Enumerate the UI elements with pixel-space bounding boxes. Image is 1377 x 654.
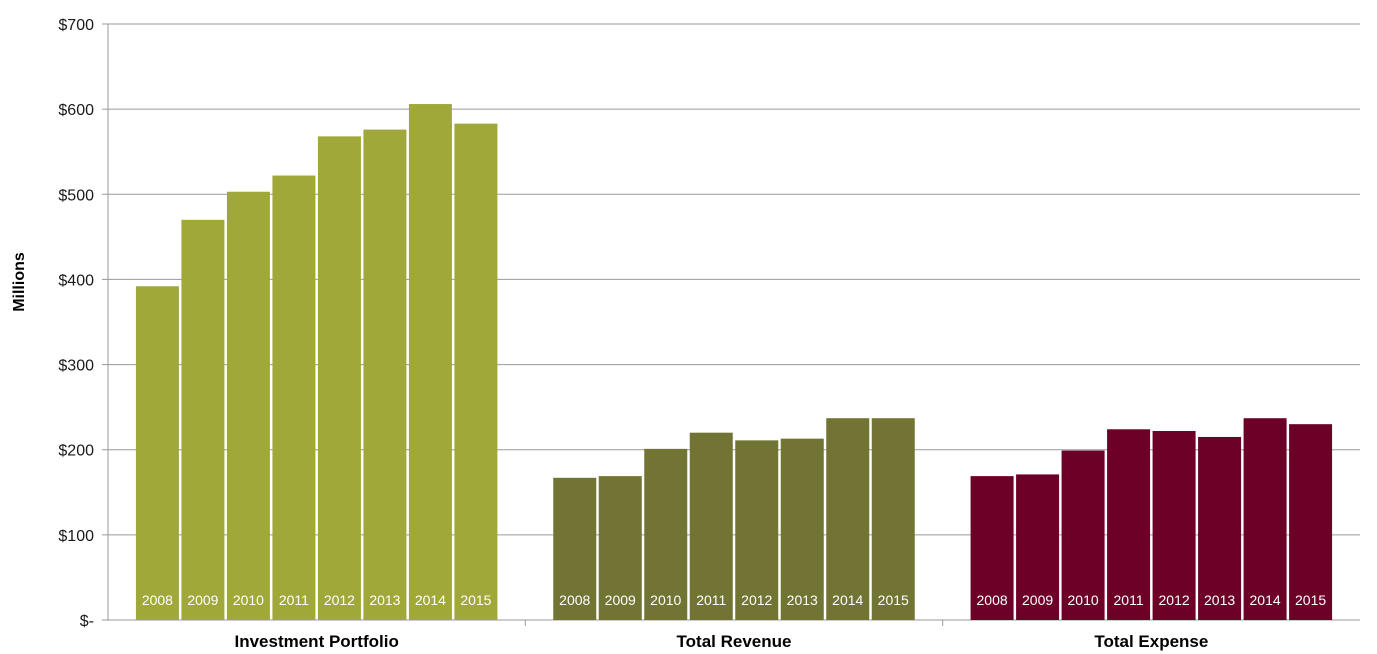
bar	[1152, 430, 1196, 620]
bar-year-label: 2013	[1204, 592, 1235, 608]
bar	[970, 476, 1014, 620]
bar-year-label: 2009	[605, 592, 636, 608]
bar-year-label: 2008	[559, 592, 590, 608]
bar-year-label: 2009	[1022, 592, 1053, 608]
y-tick-label: $300	[58, 358, 94, 375]
bar-year-label: 2013	[369, 592, 400, 608]
y-tick-label: $200	[58, 443, 94, 460]
bar-year-label: 2014	[415, 592, 446, 608]
bar	[454, 123, 498, 621]
bar	[1198, 436, 1242, 620]
x-category-label: Total Revenue	[677, 632, 792, 651]
gridlines	[108, 23, 1360, 536]
y-tick-label: $-	[80, 613, 94, 630]
axes	[102, 23, 1360, 626]
y-tick-label: $100	[58, 528, 94, 545]
bar	[780, 438, 824, 620]
y-tick-label: $400	[58, 272, 94, 289]
bar-year-label: 2015	[878, 592, 909, 608]
bar-year-label: 2010	[233, 592, 264, 608]
y-axis-label: Millions	[11, 252, 28, 312]
bar	[871, 418, 915, 620]
bar-year-label: 2009	[187, 592, 218, 608]
x-category-label: Investment Portfolio	[234, 632, 398, 651]
bar-year-label: 2011	[1114, 592, 1144, 608]
bar	[1016, 474, 1060, 620]
bar-year-label: 2013	[787, 592, 818, 608]
bar-year-label: 2008	[977, 592, 1008, 608]
x-category-label: Total Expense	[1094, 632, 1208, 651]
y-tick-label: $600	[58, 102, 94, 119]
bar	[1061, 450, 1105, 620]
bar	[1107, 429, 1151, 620]
bar-year-label: 2011	[279, 592, 309, 608]
bar-year-label: 2012	[1159, 592, 1190, 608]
bar	[644, 448, 688, 620]
bar	[226, 191, 270, 620]
bars	[135, 104, 1333, 621]
bar	[408, 104, 452, 620]
bar-year-label: 2012	[741, 592, 772, 608]
bar	[135, 286, 179, 620]
bar-year-label: 2011	[696, 592, 726, 608]
bar	[181, 219, 225, 621]
y-tick-label: $500	[58, 187, 94, 204]
bar	[735, 440, 779, 620]
bar-year-label: 2015	[460, 592, 491, 608]
bar	[553, 477, 597, 620]
bar	[272, 175, 316, 620]
bar-year-label: 2012	[324, 592, 355, 608]
labels: $- $100 $200 $300 $400 $500 $600 $700 2008 2009 20…	[58, 17, 1326, 651]
bar	[598, 476, 642, 620]
y-tick-label: $700	[58, 17, 94, 34]
bar	[826, 418, 870, 620]
bar-year-label: 2010	[1068, 592, 1099, 608]
bar-year-label: 2014	[1250, 592, 1281, 608]
bar-year-label: 2010	[650, 592, 681, 608]
bar-year-label: 2015	[1295, 592, 1326, 608]
bar	[363, 129, 407, 620]
bar	[1289, 424, 1333, 620]
bar	[317, 136, 361, 621]
bar	[689, 432, 733, 620]
bar	[1243, 418, 1287, 620]
bar-year-label: 2014	[832, 592, 863, 608]
bar-year-label: 2008	[142, 592, 173, 608]
